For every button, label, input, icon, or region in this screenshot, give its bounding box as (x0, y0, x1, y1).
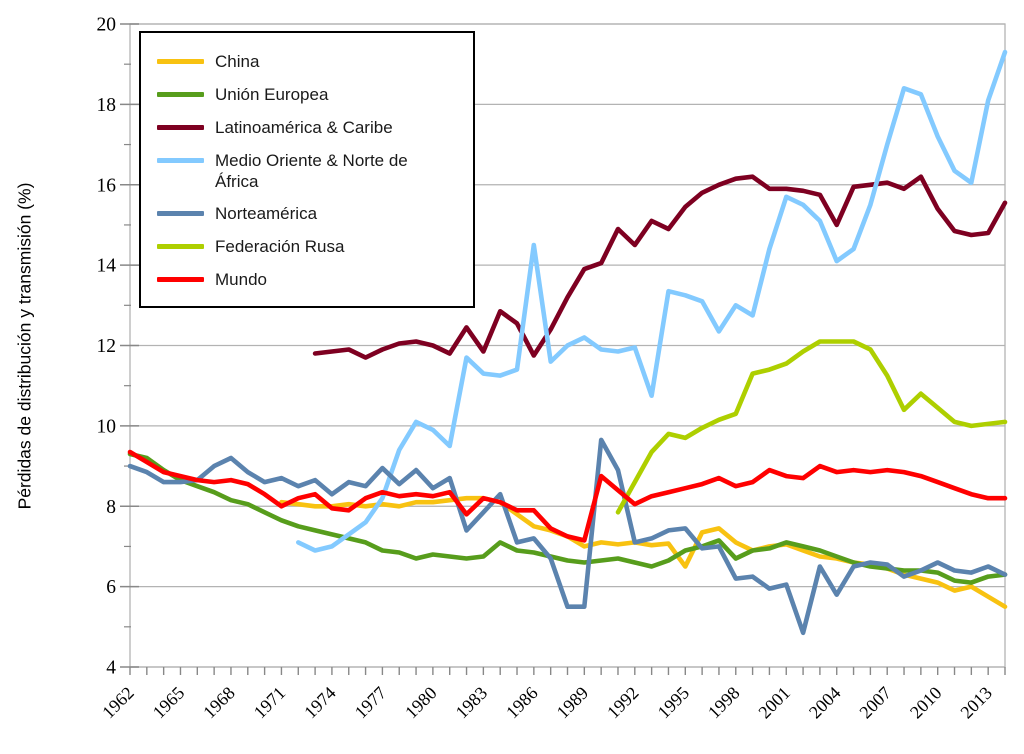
svg-text:2007: 2007 (855, 683, 895, 723)
x-tick-labels: 1962 1965 1968 1971 1974 1977 1980 1983 1986 1989… (98, 683, 996, 723)
legend-item-china: China (157, 45, 461, 78)
legend-swatch-medio-oriente-norte-de-africa (157, 158, 204, 163)
svg-text:20: 20 (97, 15, 117, 36)
svg-text:6: 6 (106, 577, 116, 598)
legend-item-union-europea: Unión Europea (157, 78, 461, 111)
series-line-medio-oriente-norte-de-africa (295, 49, 1008, 553)
svg-text:1971: 1971 (250, 683, 290, 723)
svg-text:12: 12 (97, 336, 117, 357)
legend-label-latinoamerica-caribe: Latinoamérica & Caribe (215, 118, 393, 137)
legend-item-mundo: Mundo (157, 263, 461, 296)
legend-item-medio-oriente-norte-de-africa: Medio Oriente & Norte de África (157, 144, 461, 197)
legend-swatch-mundo (157, 277, 204, 282)
legend-item-federacion-rusa: Federación Rusa (157, 230, 461, 263)
legend-label-norteamerica: Norteamérica (215, 204, 318, 223)
legend-label-china: China (215, 52, 260, 71)
svg-text:1974: 1974 (300, 683, 340, 723)
y-axis-title: Pérdidas de distribución y transmisión (… (14, 182, 35, 510)
legend-item-norteamerica: Norteamérica (157, 197, 461, 230)
legend-label-federacion-rusa: Federación Rusa (215, 237, 345, 256)
svg-text:14: 14 (97, 256, 117, 277)
legend-swatch-union-europea (157, 92, 204, 97)
svg-text:1968: 1968 (199, 683, 239, 723)
svg-text:1980: 1980 (401, 683, 441, 723)
svg-text:1989: 1989 (553, 683, 593, 723)
svg-text:1986: 1986 (502, 683, 542, 723)
svg-text:4: 4 (106, 658, 116, 679)
svg-text:10: 10 (97, 416, 117, 437)
legend-item-latinoamerica-caribe: Latinoamérica & Caribe (157, 111, 461, 144)
legend-label-union-europea: Unión Europea (215, 85, 329, 104)
svg-text:2001: 2001 (754, 683, 794, 723)
svg-text:1992: 1992 (603, 683, 643, 723)
svg-text:8: 8 (106, 497, 116, 518)
svg-text:2004: 2004 (805, 683, 845, 723)
svg-text:16: 16 (97, 175, 117, 196)
legend-swatch-latinoamerica-caribe (157, 125, 204, 130)
axis-ticks (120, 23, 1006, 675)
svg-text:1983: 1983 (452, 683, 492, 723)
svg-text:2010: 2010 (906, 683, 946, 723)
svg-text:1998: 1998 (704, 683, 744, 723)
svg-text:1977: 1977 (351, 683, 391, 723)
svg-text:1965: 1965 (149, 683, 189, 723)
series-line-latinoamerica-caribe (312, 174, 1008, 360)
series-line-norteamerica (127, 437, 1008, 636)
legend-swatch-federacion-rusa (157, 244, 204, 249)
series-line-mundo (127, 449, 1008, 543)
svg-text:1995: 1995 (654, 683, 694, 723)
legend-swatch-china (157, 59, 204, 64)
svg-text:18: 18 (97, 95, 117, 116)
svg-text:1962: 1962 (98, 683, 138, 723)
svg-text:2013: 2013 (956, 683, 996, 723)
legend-swatch-norteamerica (157, 211, 204, 216)
y-tick-labels: 4 6 8 10 12 14 16 18 20 (97, 15, 117, 679)
legend: China Unión Europea Latinoamérica & Cari… (139, 31, 475, 308)
legend-label-mundo: Mundo (215, 270, 267, 289)
legend-label-medio-oriente-norte-de-africa: Medio Oriente & Norte de África (215, 151, 408, 191)
series-line-federacion-rusa (615, 339, 1008, 515)
